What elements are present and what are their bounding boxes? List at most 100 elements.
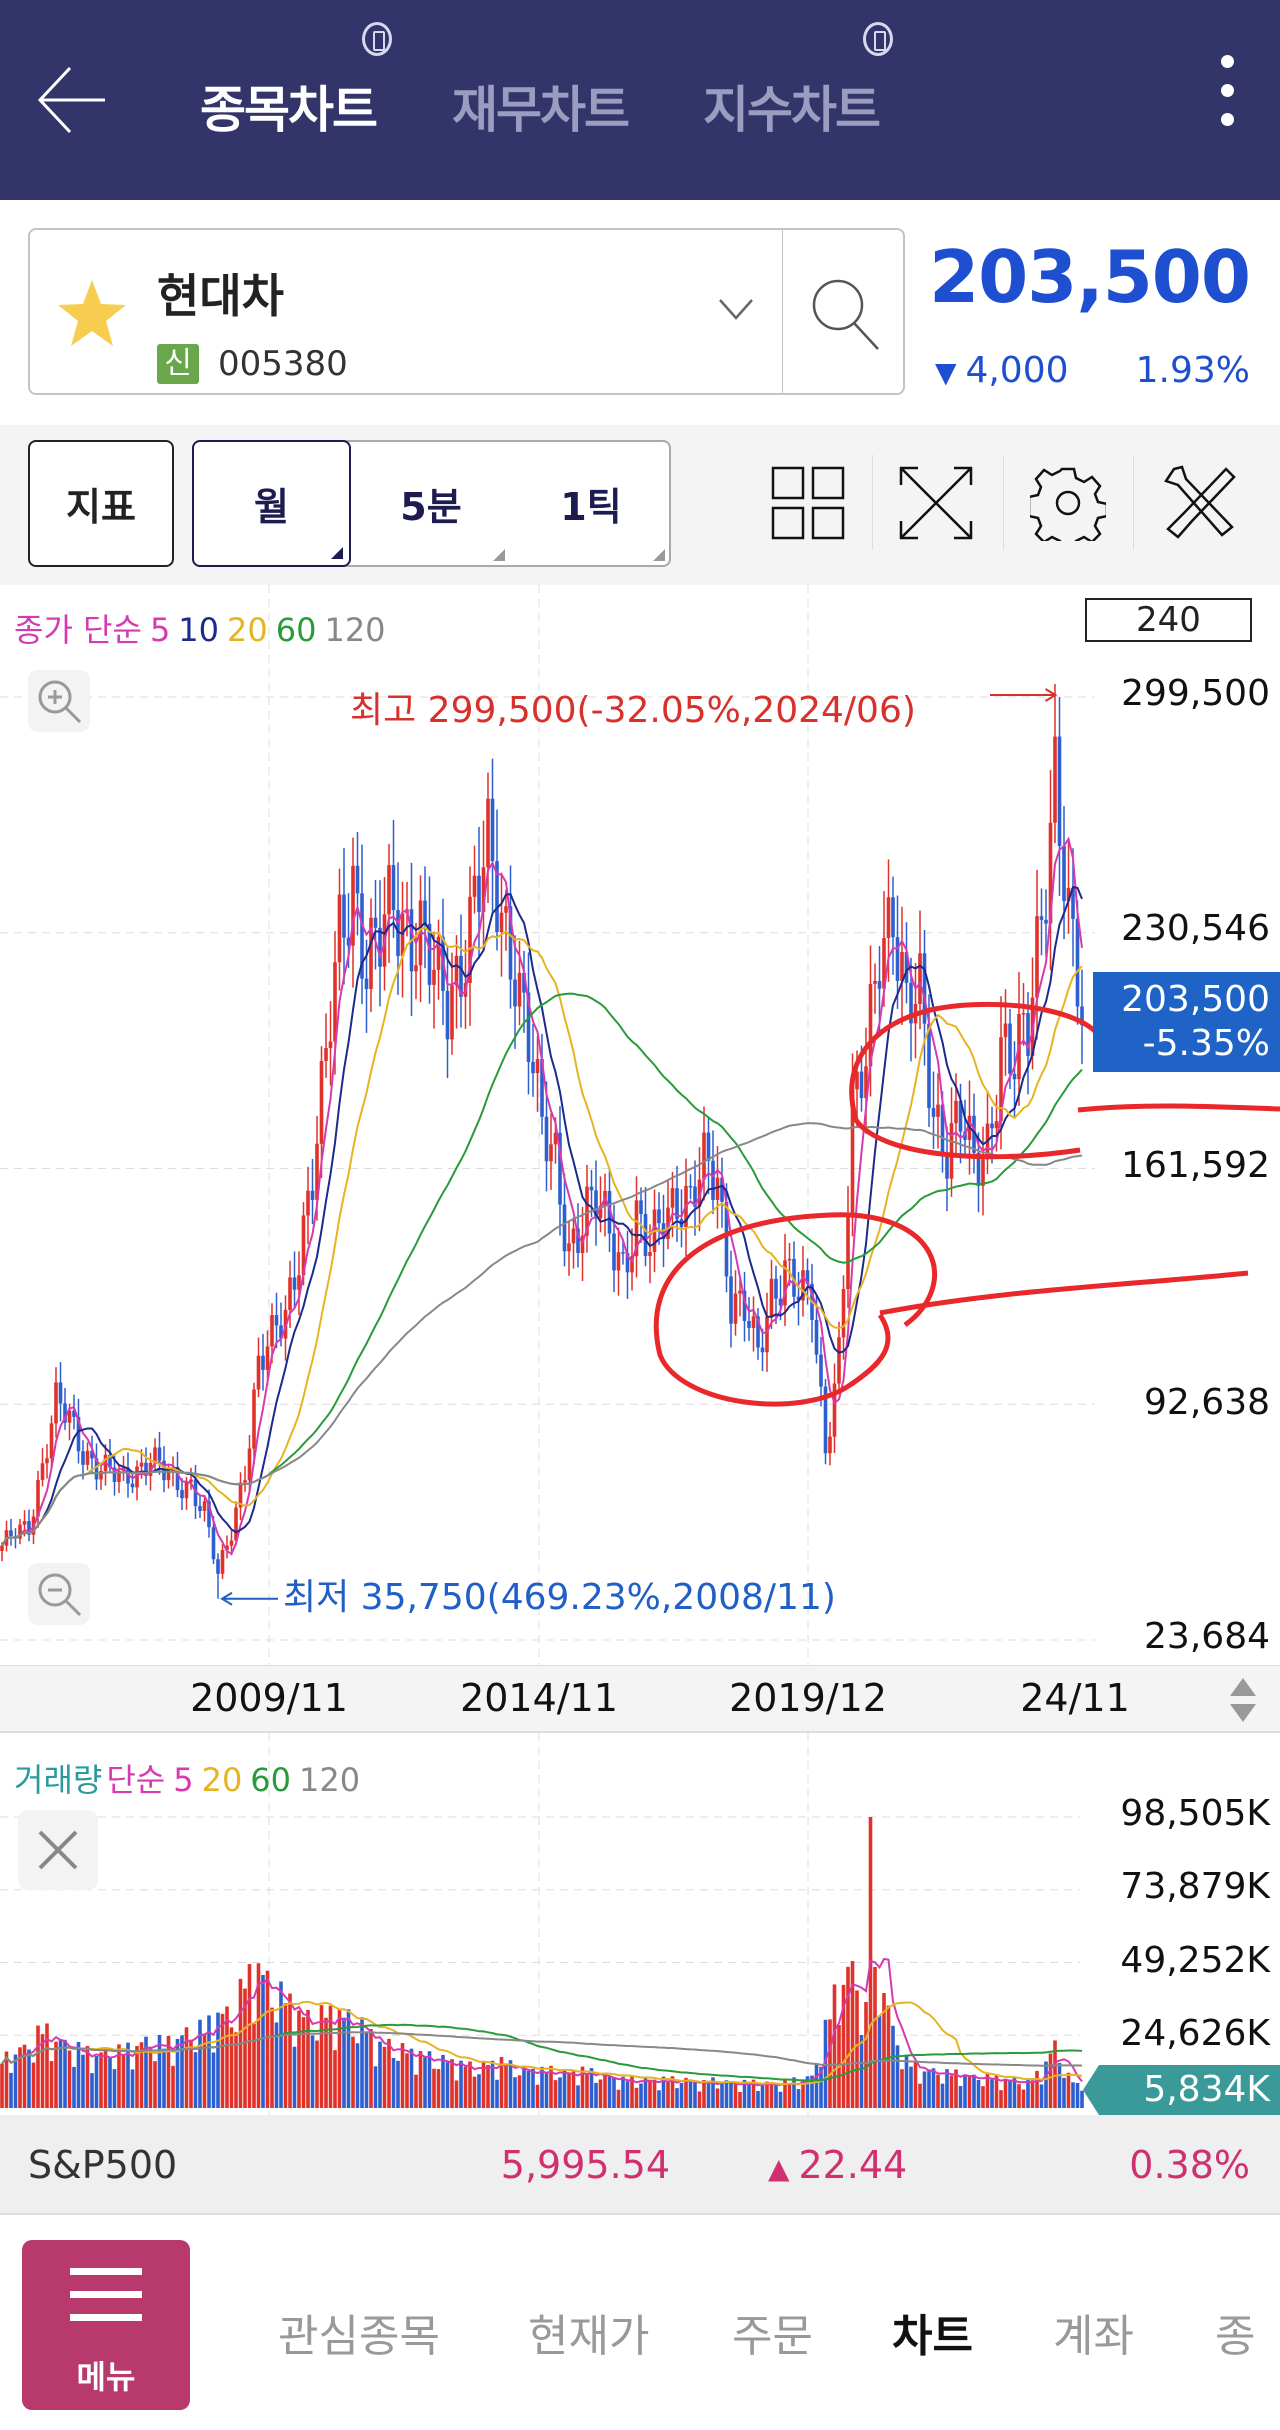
volume-bar: [99, 2052, 103, 2108]
resize-arrows-icon[interactable]: [1228, 1676, 1258, 1724]
volume-bar: [522, 2065, 526, 2108]
candle: [288, 1277, 292, 1310]
settings-gear-icon[interactable]: [1030, 465, 1106, 541]
candle: [9, 1530, 13, 1537]
candle: [387, 865, 391, 915]
volume-bar: [229, 2027, 234, 2108]
more-menu-icon[interactable]: [1221, 55, 1234, 142]
nav-chart[interactable]: 차트: [892, 2311, 973, 2362]
volume-bar: [243, 1988, 247, 2108]
candle: [769, 1278, 774, 1317]
search-icon[interactable]: [810, 275, 882, 353]
volume-legend[interactable]: 거래량 단순 5 20 60 120: [14, 1755, 368, 1801]
close-indicator-icon[interactable]: [18, 1810, 98, 1890]
candle: [40, 1463, 45, 1480]
volume-bar: [378, 2041, 382, 2108]
candle: [954, 1100, 958, 1124]
chevron-down-icon[interactable]: [718, 298, 754, 322]
volume-bar: [288, 1993, 292, 2108]
favorite-star-icon[interactable]: [56, 278, 128, 348]
candle: [751, 1316, 756, 1328]
candle: [634, 1200, 639, 1257]
nav-watchlist[interactable]: 관심종목: [278, 2311, 440, 2362]
tab-stock-chart[interactable]: 종목차트: [200, 81, 378, 139]
volume-bar: [949, 2075, 954, 2108]
volume-bar: [841, 1984, 846, 2108]
drawing-tools-icon[interactable]: [1162, 465, 1238, 541]
fullscreen-icon[interactable]: [898, 465, 974, 541]
candle: [742, 1290, 747, 1322]
candle: [328, 1041, 333, 1049]
candle: [999, 1037, 1003, 1122]
price-change: ▼ 4,000: [935, 350, 1069, 391]
zoom-out-icon[interactable]: [28, 1563, 90, 1625]
volume-bar: [1017, 2084, 1021, 2108]
legend-ma120: 120: [324, 611, 386, 649]
tab-financial-chart[interactable]: 재무차트: [452, 81, 630, 139]
nav-account[interactable]: 계좌: [1053, 2311, 1134, 2362]
current-price-marker-value: 203,500: [1121, 979, 1270, 1020]
price-legend[interactable]: 종가 단순 5 10 20 60 120: [14, 605, 394, 651]
candle-count-box[interactable]: 240: [1085, 598, 1252, 642]
volume-chart[interactable]: 거래량 단순 5 20 60 120 98,505K 73,879K 49,252K 24…: [0, 1733, 1280, 2115]
candle: [216, 1559, 220, 1574]
candle: [378, 927, 382, 967]
volume-bar: [634, 2087, 639, 2108]
volume-chart-canvas[interactable]: [0, 1733, 1280, 2115]
candle: [342, 894, 346, 938]
candle: [49, 1423, 54, 1459]
tab-index-chart[interactable]: 지수차트: [703, 81, 881, 139]
volume-bar: [670, 2076, 675, 2108]
period-5min[interactable]: 5분: [351, 440, 511, 567]
volume-bar: [774, 2083, 778, 2108]
volume-bar: [783, 2079, 787, 2108]
candle: [774, 1278, 778, 1299]
price-chart[interactable]: 종가 단순 5 10 20 60 120 240 299,500 230,546 161,…: [0, 585, 1280, 1665]
nav-more[interactable]: 종: [1215, 2311, 1256, 2362]
volume-bar: [931, 2068, 936, 2108]
nav-order[interactable]: 주문: [732, 2311, 813, 2362]
candle: [247, 1448, 252, 1481]
candle: [355, 865, 360, 894]
rotate-screen-icon: [362, 22, 392, 56]
volume-bar: [553, 2080, 558, 2108]
stock-selector[interactable]: 현대차 신 005380: [28, 228, 905, 395]
period-monthly[interactable]: 월: [192, 440, 351, 567]
x-axis[interactable]: 2009/11 2014/11 2019/12 24/11: [0, 1665, 1280, 1733]
candle: [828, 1436, 832, 1454]
volume-bar: [1075, 2083, 1080, 2108]
candle: [1039, 916, 1044, 920]
volume-bar: [900, 2069, 904, 2108]
candle: [594, 1190, 598, 1219]
candle: [459, 955, 463, 997]
volume-bar: [49, 2061, 54, 2108]
volume-bar: [544, 2072, 549, 2108]
candle: [112, 1467, 117, 1482]
volume-bar: [418, 2051, 423, 2108]
candle: [553, 1132, 558, 1145]
volume-bar: [922, 2071, 927, 2108]
back-arrow-icon[interactable]: [35, 65, 110, 135]
layout-grid-icon[interactable]: [770, 465, 846, 541]
candle: [198, 1506, 202, 1511]
candle: [117, 1470, 121, 1482]
period-1tick[interactable]: 1틱: [511, 440, 671, 567]
volume-bar: [864, 2002, 868, 2108]
candle: [90, 1450, 94, 1459]
volume-bar: [1021, 2089, 1026, 2108]
volume-bar: [981, 2086, 985, 2108]
index-ticker-bar[interactable]: S&P500 5,995.54 ▲ 22.44 0.38%: [0, 2115, 1280, 2215]
candle: [891, 897, 895, 938]
period-label: 1틱: [560, 485, 622, 529]
volume-bar: [454, 2080, 459, 2108]
zoom-in-icon[interactable]: [28, 670, 90, 732]
price-chart-canvas[interactable]: [0, 585, 1280, 1665]
menu-button[interactable]: 메뉴: [22, 2240, 190, 2410]
volume-bar: [1003, 2079, 1008, 2108]
candle: [445, 990, 450, 1040]
nav-current-price[interactable]: 현재가: [528, 2311, 650, 2362]
hamburger-icon: [70, 2268, 142, 2321]
volume-bar: [531, 2068, 535, 2108]
indicator-button[interactable]: 지표: [28, 440, 174, 567]
volume-bar: [432, 2068, 436, 2108]
